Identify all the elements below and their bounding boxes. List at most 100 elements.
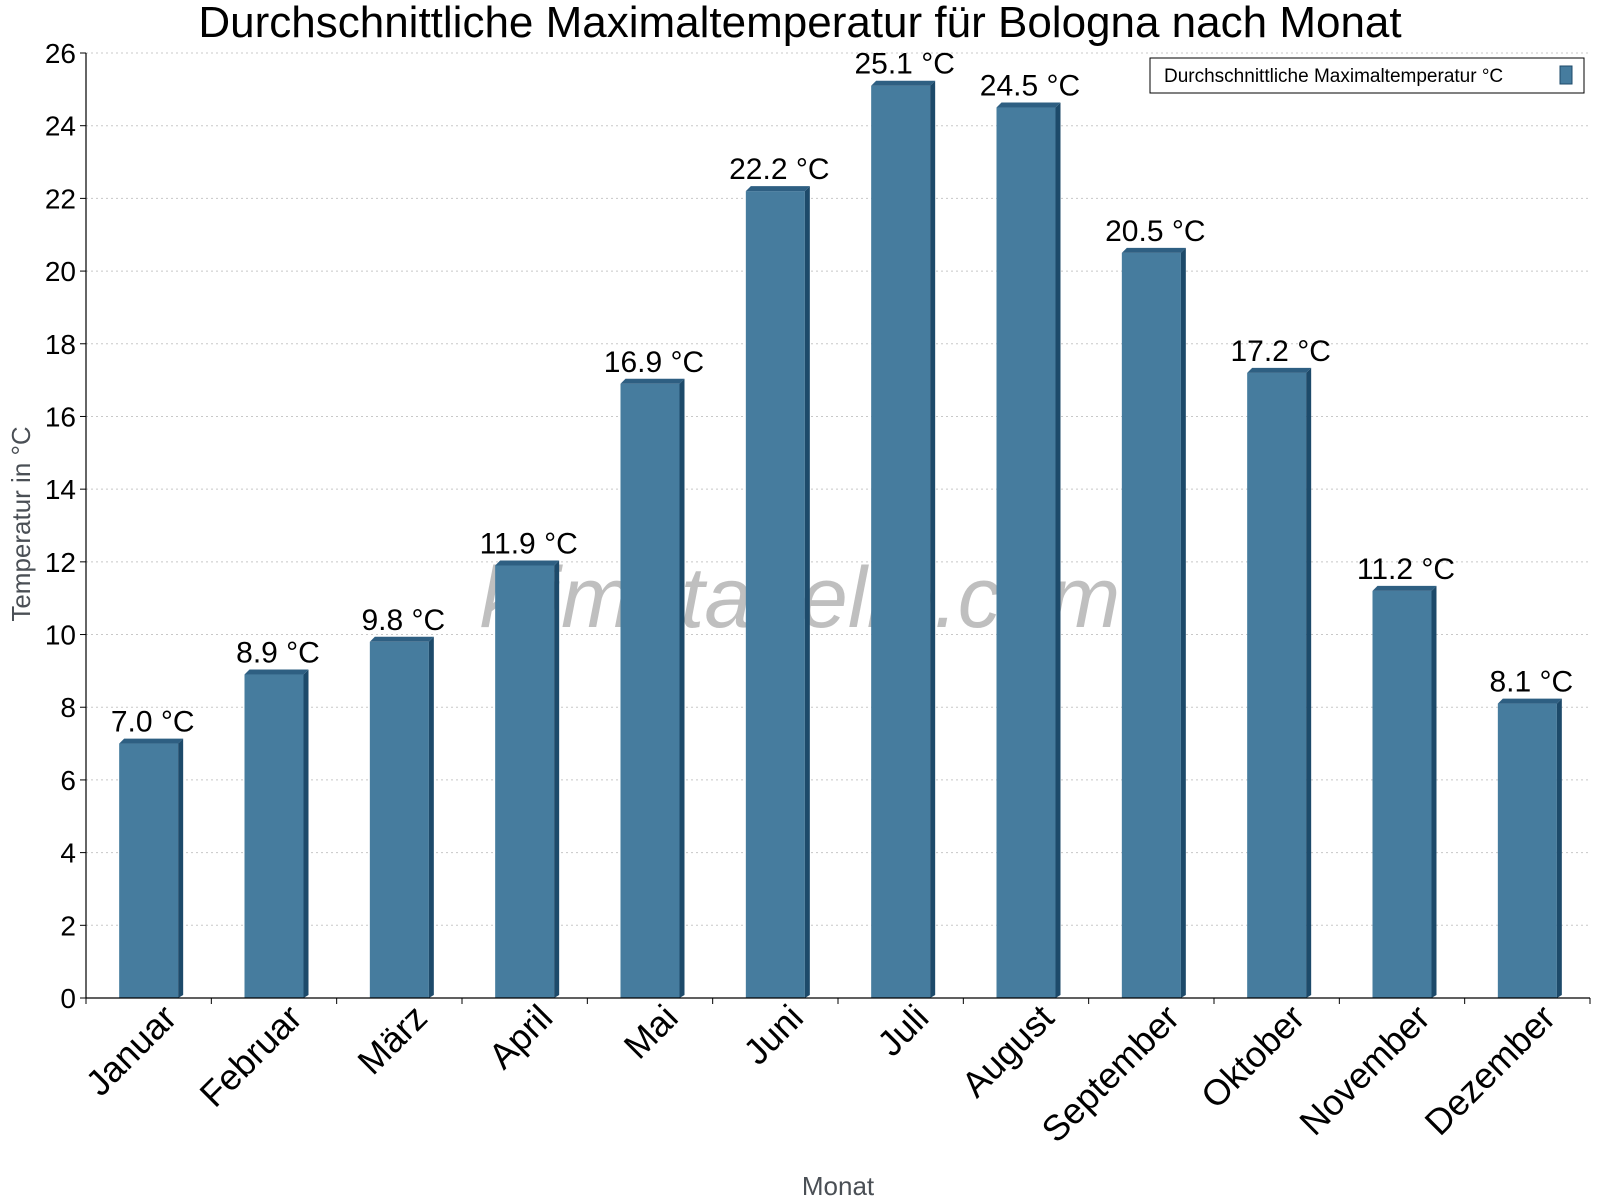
y-tick-label: 24 <box>45 111 76 142</box>
bar-top <box>1247 367 1312 373</box>
bar-top <box>244 669 309 675</box>
bar-face <box>1372 590 1432 998</box>
data-label: 11.9 °C <box>480 527 578 560</box>
data-label: 8.1 °C <box>1489 666 1573 699</box>
y-tick-label: 16 <box>45 401 76 432</box>
bar-side <box>554 560 560 998</box>
x-axis-label: Monat <box>802 1171 875 1200</box>
bar-3 <box>369 636 434 998</box>
bar-2 <box>244 669 309 998</box>
bar-face <box>495 565 555 998</box>
bar-face <box>1121 252 1181 999</box>
bar-7 <box>871 80 936 998</box>
x-tick-label: Juni <box>735 997 811 1073</box>
bar-8 <box>996 102 1061 999</box>
bar-side <box>679 378 685 998</box>
legend: Durchschnittliche Maximaltemperatur °C <box>1149 57 1585 94</box>
grid-lines <box>86 52 1590 926</box>
data-label: 24.5 °C <box>980 70 1080 103</box>
bar-top <box>495 560 560 566</box>
bars <box>119 80 1562 999</box>
data-label: 9.8 °C <box>361 604 445 637</box>
bar-top <box>871 80 936 86</box>
x-tick-label: Mai <box>616 997 686 1067</box>
bar-face <box>244 674 304 998</box>
bar-side <box>1055 102 1061 999</box>
bar-side <box>1556 698 1562 998</box>
data-label: 8.9 °C <box>236 637 320 670</box>
y-tick-label: 10 <box>45 620 76 651</box>
bar-side <box>1306 367 1312 998</box>
x-tick-label: Dezember <box>1417 997 1563 1143</box>
x-tick-label: Januar <box>77 997 184 1104</box>
bar-side <box>303 669 309 998</box>
bar-side <box>1180 247 1186 999</box>
y-tick-label: 0 <box>60 983 76 1014</box>
bar-top <box>996 102 1061 108</box>
x-tick-label: März <box>349 997 435 1083</box>
bar-top <box>1121 247 1186 253</box>
axes <box>85 53 1590 999</box>
bar-side <box>804 186 810 999</box>
bar-6 <box>745 186 810 999</box>
y-axis-label: Temperatur in °C <box>6 426 36 621</box>
y-tick-label: 20 <box>45 256 76 287</box>
data-label: 17.2 °C <box>1230 335 1330 368</box>
x-tick-label: Februar <box>192 997 310 1115</box>
bar-5 <box>620 378 685 998</box>
bar-12 <box>1497 698 1562 998</box>
legend-label: Durchschnittliche Maximaltemperatur °C <box>1164 66 1503 87</box>
legend-swatch <box>1559 65 1573 85</box>
bar-side <box>178 738 184 998</box>
bar-top <box>369 636 434 642</box>
bar-face <box>369 641 429 998</box>
bar-top <box>620 378 685 384</box>
bar-top <box>119 738 184 744</box>
data-label: 7.0 °C <box>111 706 195 739</box>
y-tick-label: 22 <box>45 183 76 214</box>
x-tick-label: September <box>1033 997 1187 1151</box>
bar-top <box>1497 698 1562 704</box>
data-label: 11.2 °C <box>1357 553 1455 586</box>
x-tick-label: November <box>1291 997 1437 1143</box>
bar-10 <box>1247 367 1312 998</box>
bar-face <box>1497 703 1557 998</box>
y-tick-label: 14 <box>45 474 76 505</box>
y-tick-label: 6 <box>60 765 76 796</box>
bar-face <box>119 743 179 998</box>
bar-face <box>871 85 931 998</box>
y-tick-label: 2 <box>60 910 76 941</box>
bar-top <box>745 186 810 192</box>
y-tick-label: 18 <box>45 329 76 360</box>
y-tick-label: 8 <box>60 692 76 723</box>
bar-1 <box>119 738 184 998</box>
bar-side <box>930 80 936 998</box>
data-labels: 7.0 °C 8.9 °C 9.8 °C 11.9 °C 16.9 °C 22.2 °C 2… <box>111 48 1573 739</box>
x-tick-label: April <box>480 997 560 1077</box>
bar-face <box>1247 372 1307 998</box>
bar-side <box>428 636 434 998</box>
bar-9 <box>1121 247 1186 999</box>
data-label: 22.2 °C <box>729 153 829 186</box>
y-tick-label: 12 <box>45 547 76 578</box>
bar-face <box>745 191 805 999</box>
data-label: 16.9 °C <box>604 346 704 379</box>
y-tick-label: 26 <box>45 38 76 69</box>
bar-4 <box>495 560 560 998</box>
bar-side <box>1431 585 1437 998</box>
x-axis-ticks: Januar Februar März April Mai Juni Juli AugustS… <box>77 997 1591 1151</box>
chart-title: Durchschnittliche Maximaltemperatur für … <box>198 0 1401 47</box>
y-tick-label: 4 <box>60 838 76 869</box>
bar-face <box>996 107 1056 999</box>
bar-11 <box>1372 585 1437 998</box>
data-label: 20.5 °C <box>1105 215 1205 248</box>
bar-face <box>620 383 680 998</box>
x-tick-label: Oktober <box>1193 997 1313 1117</box>
data-label: 25.1 °C <box>854 48 954 81</box>
x-tick-label: Juli <box>869 997 936 1064</box>
x-tick-label: August <box>953 997 1061 1105</box>
legend-box <box>1149 57 1585 94</box>
bar-top <box>1372 585 1437 591</box>
